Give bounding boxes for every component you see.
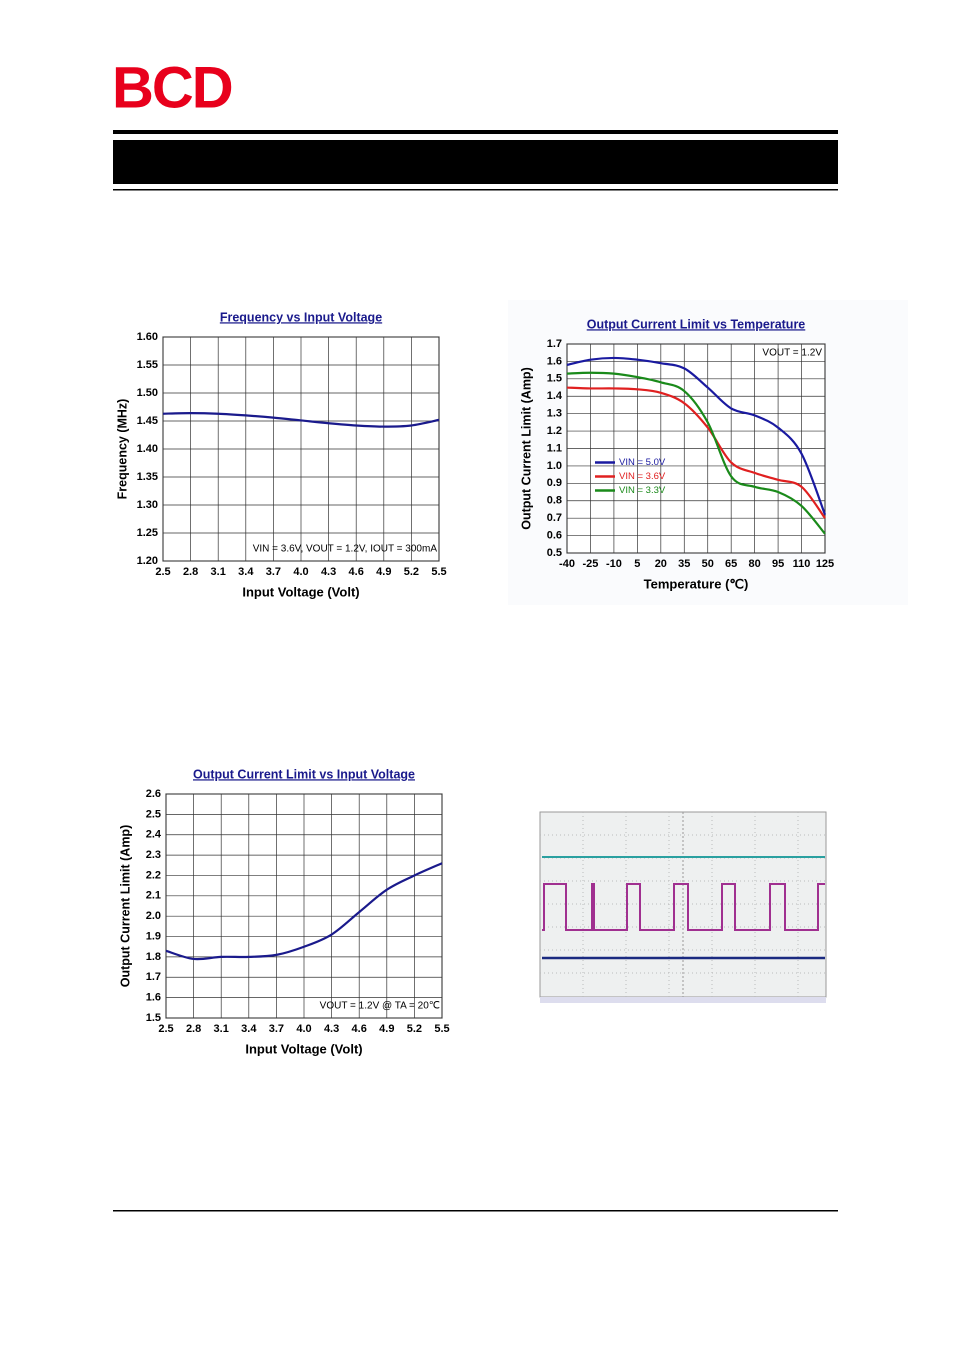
x-tick-label: 3.7 [266, 566, 281, 578]
y-tick-label: 0.9 [547, 477, 562, 489]
y-tick-label: 1.30 [137, 499, 158, 511]
x-tick-label: -10 [606, 558, 622, 570]
x-axis-label: Input Voltage (Volt) [242, 584, 359, 599]
y-tick-label: 2.4 [146, 829, 162, 841]
x-tick-label: 65 [725, 558, 737, 570]
data-line [162, 412, 440, 428]
data-line [566, 386, 826, 519]
y-tick-label: 1.50 [137, 387, 158, 399]
x-tick-label: 4.9 [379, 1023, 394, 1035]
x-tick-label: 50 [702, 558, 714, 570]
x-tick-label: 95 [772, 558, 784, 570]
x-tick-label: 3.1 [211, 566, 226, 578]
x-tick-label: 5.2 [404, 566, 419, 578]
x-tick-label: 80 [749, 558, 761, 570]
annotation: VOUT = 1.2V [762, 348, 822, 359]
x-axis-label: Input Voltage (Volt) [245, 1041, 362, 1056]
y-tick-label: 1.7 [547, 338, 562, 350]
header-rule [113, 130, 838, 134]
y-tick-label: 1.60 [137, 331, 158, 343]
x-tick-label: 4.0 [293, 566, 308, 578]
x-tick-label: 5.5 [434, 1023, 449, 1035]
x-tick-label: 125 [816, 558, 834, 570]
chart-title: Output Current Limit vs Temperature [587, 317, 806, 331]
y-tick-label: 2.3 [146, 849, 161, 861]
scope-status-bar [540, 997, 826, 1003]
x-tick-label: 2.8 [186, 1023, 201, 1035]
legend-label: VIN = 3.6V [619, 471, 666, 482]
x-tick-label: 4.0 [296, 1023, 311, 1035]
y-tick-label: 2.2 [146, 869, 161, 881]
x-tick-label: 3.1 [214, 1023, 229, 1035]
x-tick-label: 4.6 [349, 566, 364, 578]
x-tick-label: 5 [634, 558, 640, 570]
chart-title: Frequency vs Input Voltage [220, 310, 382, 324]
y-tick-label: 1.7 [146, 971, 161, 983]
x-axis-label: Temperature (℃) [644, 576, 749, 591]
x-tick-label: -40 [559, 558, 575, 570]
y-tick-label: 2.6 [146, 788, 161, 800]
y-tick-label: 1.4 [547, 390, 563, 402]
y-tick-label: 1.2 [547, 425, 562, 437]
y-tick-label: 1.20 [137, 555, 158, 567]
y-tick-label: 1.3 [547, 408, 562, 420]
y-tick-label: 1.9 [146, 930, 161, 942]
x-tick-label: 3.4 [241, 1023, 257, 1035]
x-tick-label: 4.9 [376, 566, 391, 578]
scope-trace-magenta [542, 883, 825, 931]
y-tick-label: 0.7 [547, 512, 562, 524]
x-tick-label: 20 [655, 558, 667, 570]
y-axis-label: Frequency (MHz) [115, 399, 129, 500]
data-line [165, 862, 443, 961]
x-tick-label: 110 [793, 558, 811, 570]
annotation: VOUT = 1.2V @ TA = 20℃ [320, 1001, 440, 1012]
y-tick-label: 0.8 [547, 495, 562, 507]
x-tick-label: 3.7 [269, 1023, 284, 1035]
y-tick-label: 1.6 [547, 355, 562, 367]
y-tick-label: 1.5 [547, 373, 562, 385]
y-tick-label: 1.35 [137, 471, 158, 483]
legend-label: VIN = 5.0V [619, 457, 666, 468]
x-tick-label: 5.5 [431, 566, 446, 578]
y-tick-label: 1.40 [137, 443, 158, 455]
footer-rule [113, 1210, 838, 1212]
y-tick-label: 0.5 [547, 547, 562, 559]
oscilloscope [539, 811, 827, 1003]
x-tick-label: 5.2 [407, 1023, 422, 1035]
chart-title: Output Current Limit vs Input Voltage [193, 767, 415, 781]
x-tick-label: 4.3 [321, 566, 336, 578]
y-tick-label: 1.6 [146, 992, 161, 1004]
y-axis-label: Output Current Limit (Amp) [519, 367, 533, 529]
header-rule [113, 189, 838, 191]
y-tick-label: 2.5 [146, 808, 161, 820]
x-tick-label: 35 [678, 558, 690, 570]
annotation: VIN = 3.6V, VOUT = 1.2V, IOUT = 300mA [253, 544, 438, 555]
x-tick-label: 4.6 [352, 1023, 367, 1035]
x-tick-label: 3.4 [238, 566, 254, 578]
logo: BCD [112, 55, 232, 120]
y-axis-label: Output Current Limit (Amp) [118, 825, 132, 987]
y-tick-label: 2.0 [146, 910, 161, 922]
y-tick-label: 0.6 [547, 529, 562, 541]
y-tick-label: 1.0 [547, 460, 562, 472]
data-line [566, 356, 827, 516]
x-tick-label: 2.5 [155, 566, 170, 578]
x-tick-label: -25 [583, 558, 599, 570]
y-tick-label: 1.5 [146, 1012, 161, 1024]
x-tick-label: 2.8 [183, 566, 198, 578]
legend-label: VIN = 3.3V [619, 485, 666, 496]
header-bar [113, 140, 838, 184]
y-tick-label: 1.55 [137, 359, 158, 371]
y-tick-label: 1.1 [547, 442, 562, 454]
y-tick-label: 1.8 [146, 951, 161, 963]
data-line [566, 371, 826, 535]
y-tick-label: 1.25 [137, 527, 158, 539]
y-tick-label: 1.45 [137, 415, 158, 427]
x-tick-label: 4.3 [324, 1023, 339, 1035]
x-tick-label: 2.5 [158, 1023, 173, 1035]
y-tick-label: 2.1 [146, 890, 161, 902]
